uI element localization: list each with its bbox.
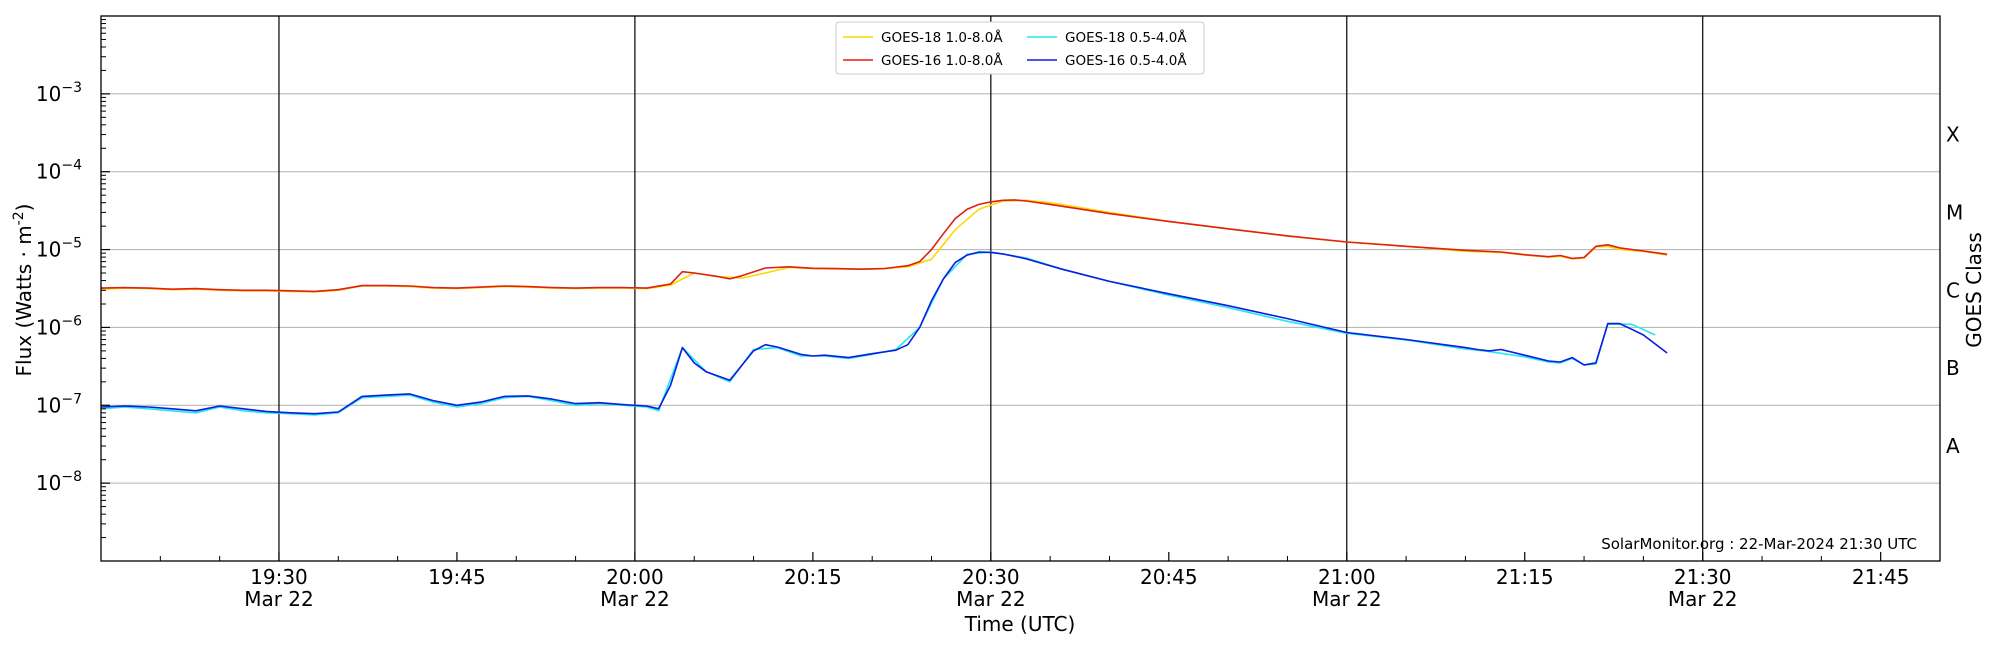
legend-label: GOES-16 0.5-4.0Å <box>1065 52 1187 69</box>
y-tick-label: 10−7 <box>36 391 82 417</box>
legend-box <box>835 21 1205 75</box>
goes-class-label-a: A <box>1946 434 1960 458</box>
y-tick-label: 10−6 <box>36 313 82 339</box>
y-tick-label: 10−5 <box>36 236 82 262</box>
x-tick-date-label: Mar 22 <box>244 587 314 611</box>
legend-label: GOES-18 0.5-4.0Å <box>1065 29 1187 46</box>
y-tick-exponent: −7 <box>61 391 82 407</box>
goes-class-axis-title: GOES Class <box>1962 232 1986 348</box>
y-tick-exponent: −5 <box>61 236 82 252</box>
major-time-lines <box>278 16 1704 561</box>
y-tick-exponent: −6 <box>61 313 82 329</box>
x-tick-date-label: Mar 22 <box>1668 587 1738 611</box>
x-tick-label: 20:15 <box>784 565 842 589</box>
y-tick-base: 10 <box>36 315 61 339</box>
legend: GOES-18 1.0-8.0Å GOES-16 1.0-8.0Å GOES-18 … <box>835 21 1205 75</box>
series-line-2 <box>100 199 1668 293</box>
x-tick-label: 20:30 <box>962 565 1020 589</box>
y-tick-exponent: −3 <box>61 80 82 96</box>
legend-label: GOES-16 1.0-8.0Å <box>881 52 1003 69</box>
x-tick-label: 19:30 <box>250 565 308 589</box>
x-tick-label: 19:45 <box>428 565 486 589</box>
y-tick-label: 10−8 <box>36 469 82 495</box>
x-tick-label: 21:15 <box>1496 565 1554 589</box>
y-axis-title-main: Flux (Watts · m <box>12 225 36 376</box>
x-tick-date-label: Mar 22 <box>956 587 1026 611</box>
y-axis-title-close: ) <box>12 204 36 212</box>
y-tick-exponent: −8 <box>61 469 82 485</box>
y-tick-label: 10−3 <box>36 80 82 106</box>
goes-class-label-b: B <box>1946 356 1960 380</box>
y-tick-base: 10 <box>36 160 61 184</box>
credit-text: SolarMonitor.org : 22-Mar-2024 21:30 UTC <box>1601 535 1917 553</box>
series-line-3 <box>100 251 1668 415</box>
goes-class-label-x: X <box>1946 123 1960 147</box>
x-tick-label: 20:00 <box>606 565 664 589</box>
x-tick-label: 21:00 <box>1318 565 1376 589</box>
y-tick-base: 10 <box>36 393 61 417</box>
y-tick-base: 10 <box>36 82 61 106</box>
x-tick-label: 21:45 <box>1852 565 1910 589</box>
goes-class-label-m: M <box>1946 200 1963 224</box>
y-tick-base: 10 <box>36 471 61 495</box>
x-axis-title: Time (UTC) <box>964 612 1076 636</box>
series-layer <box>100 199 1668 416</box>
x-tick-date-label: Mar 22 <box>600 587 670 611</box>
y-axis-title: Flux (Watts · m-2) <box>11 204 36 377</box>
y-tick-base: 10 <box>36 238 61 262</box>
plot-frame <box>100 15 1941 562</box>
goes-class-label-c: C <box>1946 278 1960 302</box>
y-tick-exponent: −4 <box>61 158 82 174</box>
y-axis-title-exp: -2 <box>11 211 27 225</box>
legend-label: GOES-18 1.0-8.0Å <box>881 29 1003 46</box>
x-tick-label: 20:45 <box>1140 565 1198 589</box>
plot-background <box>101 16 1940 561</box>
x-tick-label: 21:30 <box>1674 565 1732 589</box>
y-tick-label: 10−4 <box>36 158 82 184</box>
grid-layer <box>101 93 1940 484</box>
x-tick-date-label: Mar 22 <box>1312 587 1382 611</box>
